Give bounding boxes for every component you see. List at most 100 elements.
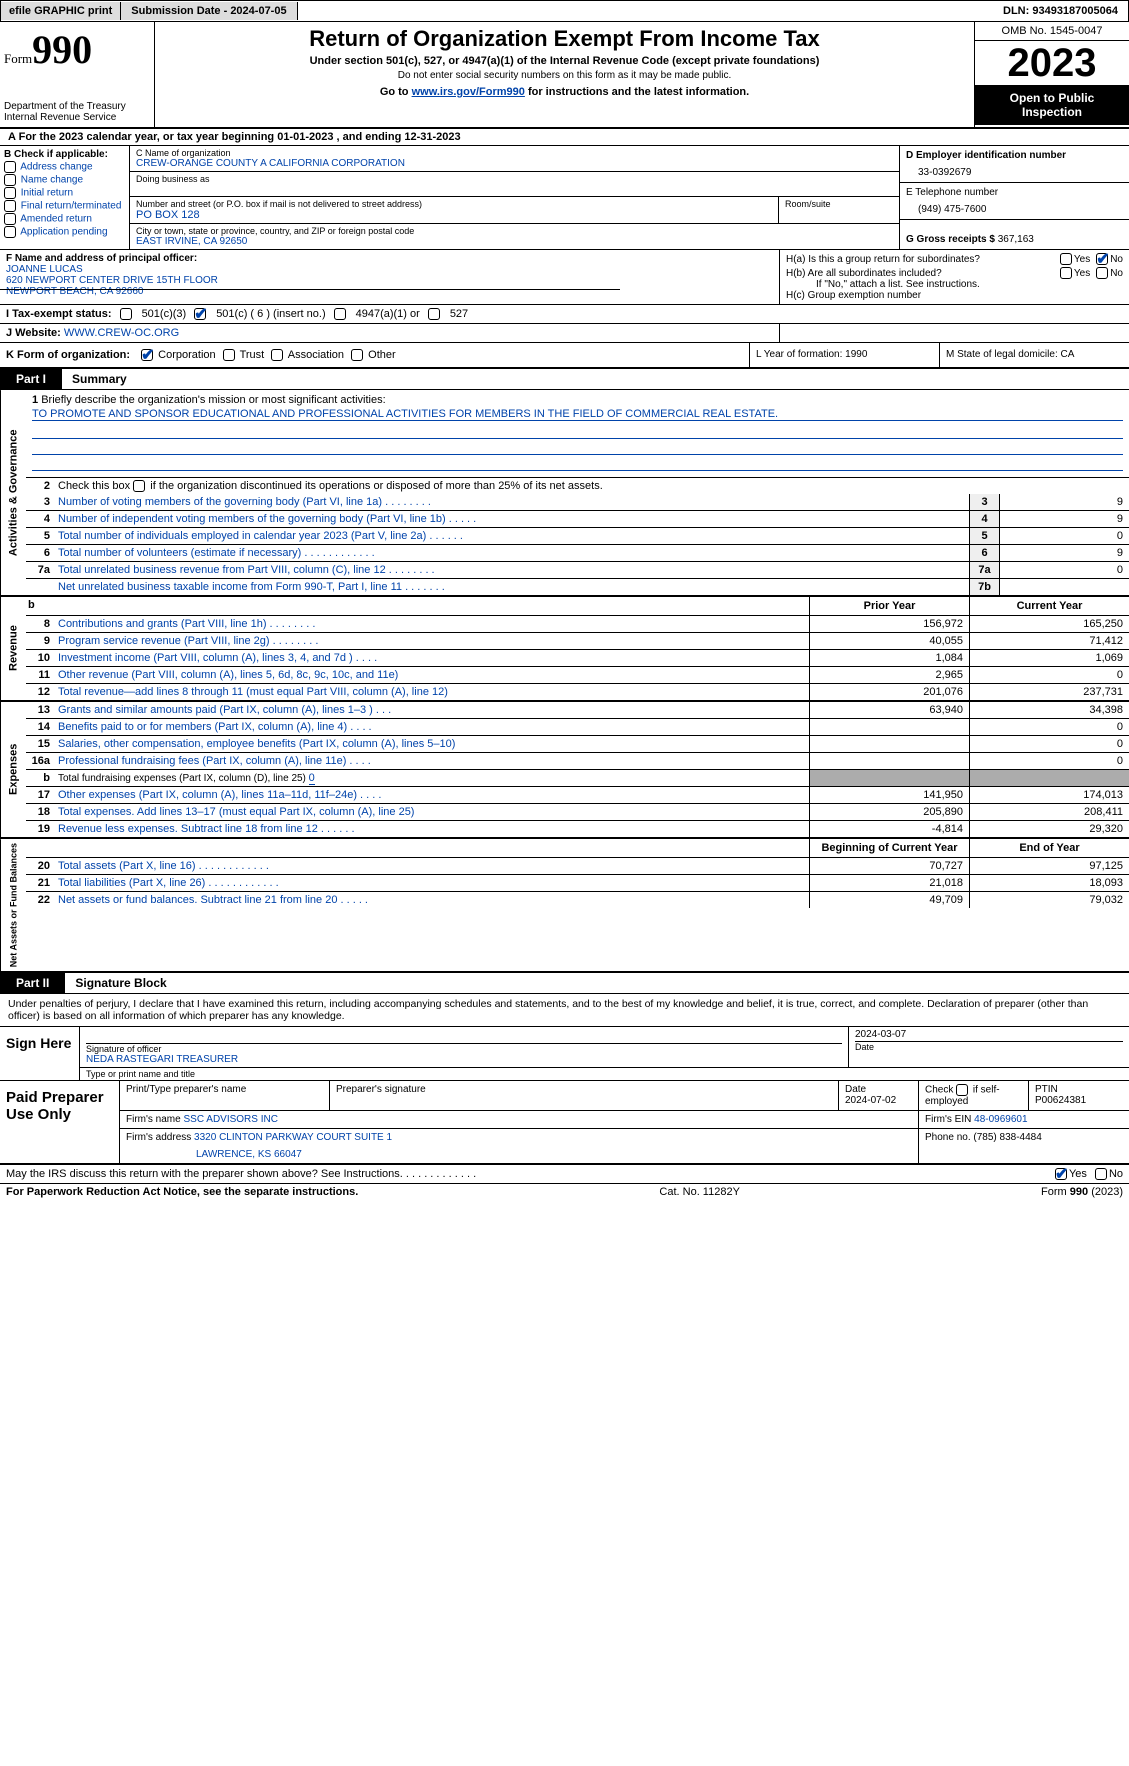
data-row: 9Program service revenue (Part VIII, lin…	[26, 633, 1129, 650]
form-org-label: K Form of organization:	[6, 349, 130, 361]
part2-tab: Part II	[0, 973, 65, 993]
website-label: J Website:	[6, 327, 61, 339]
hb-label: H(b) Are all subordinates included?	[786, 268, 1060, 279]
chk-discontinued[interactable]	[133, 480, 145, 492]
paperwork-notice: For Paperwork Reduction Act Notice, see …	[6, 1186, 358, 1198]
chk-address-change[interactable]: Address change	[4, 161, 125, 173]
form-number: 990	[32, 27, 92, 72]
info-section: B Check if applicable: Address change Na…	[0, 146, 1129, 250]
subtitle-1: Under section 501(c), 527, or 4947(a)(1)…	[161, 55, 968, 67]
discuss-row: May the IRS discuss this return with the…	[0, 1165, 1129, 1183]
part2-title: Signature Block	[65, 973, 176, 993]
prep-date-label: Date	[845, 1084, 912, 1095]
firm-ein-value: 48-0969601	[974, 1114, 1027, 1125]
state-domicile: M State of legal domicile: CA	[939, 343, 1129, 367]
gross-receipts-value: 367,163	[998, 234, 1034, 245]
chk-527[interactable]	[428, 308, 440, 320]
data-row: 21Total liabilities (Part X, line 26) . …	[26, 875, 1129, 892]
prep-phone-value: (785) 838-4484	[973, 1132, 1041, 1143]
officer-label: F Name and address of principal officer:	[6, 253, 197, 264]
part1-tab: Part I	[0, 369, 62, 389]
phone-value: (949) 475-7600	[906, 198, 1123, 215]
dba-label: Doing business as	[136, 174, 893, 184]
firm-addr2: LAWRENCE, KS 66047	[126, 1143, 912, 1160]
chk-4947[interactable]	[334, 308, 346, 320]
website-row: J Website: WWW.CREW-OC.ORG	[0, 324, 1129, 343]
chk-amended[interactable]: Amended return	[4, 213, 125, 225]
gov-line: 7aTotal unrelated business revenue from …	[26, 562, 1129, 579]
gross-receipts-label: G Gross receipts $	[906, 234, 995, 245]
year-formation: L Year of formation: 1990	[749, 343, 939, 367]
begin-year-header: Beginning of Current Year	[809, 839, 969, 857]
data-row: 14Benefits paid to or for members (Part …	[26, 719, 1129, 736]
line-16b: b Total fundraising expenses (Part IX, c…	[26, 770, 1129, 787]
side-expenses: Expenses	[0, 702, 26, 837]
chk-self-employed[interactable]	[956, 1084, 968, 1096]
gov-line: 4Number of independent voting members of…	[26, 511, 1129, 528]
end-year-header: End of Year	[969, 839, 1129, 857]
mission-answer: TO PROMOTE AND SPONSOR EDUCATIONAL AND P…	[32, 408, 1123, 421]
perjury-statement: Under penalties of perjury, I declare th…	[0, 994, 1129, 1027]
prep-phone-label: Phone no.	[925, 1132, 971, 1143]
top-bar: efile GRAPHIC print Submission Date - 20…	[0, 0, 1129, 22]
ptin-label: PTIN	[1035, 1084, 1123, 1095]
ein-value: 33-0392679	[906, 161, 1123, 178]
gov-line: 3Number of voting members of the governi…	[26, 494, 1129, 511]
cat-no: Cat. No. 11282Y	[358, 1186, 1041, 1198]
ptin-value: P00624381	[1035, 1095, 1123, 1106]
city-value: EAST IRVINE, CA 92650	[136, 236, 893, 247]
chk-other[interactable]	[351, 349, 363, 361]
gov-line: 5Total number of individuals employed in…	[26, 528, 1129, 545]
data-row: 18Total expenses. Add lines 13–17 (must …	[26, 804, 1129, 821]
side-revenue: Revenue	[0, 597, 26, 700]
discuss-yes[interactable]	[1055, 1168, 1067, 1180]
chk-final-return[interactable]: Final return/terminated	[4, 200, 125, 212]
irs-link[interactable]: www.irs.gov/Form990	[412, 86, 525, 98]
sign-date-label: Date	[855, 1042, 1123, 1052]
hb-note: If "No," attach a list. See instructions…	[786, 279, 1123, 290]
firm-addr1: 3320 CLINTON PARKWAY COURT SUITE 1	[194, 1132, 392, 1143]
part1-title: Summary	[62, 369, 137, 389]
chk-name-change[interactable]: Name change	[4, 174, 125, 186]
data-row: 15Salaries, other compensation, employee…	[26, 736, 1129, 753]
prior-year-header: Prior Year	[809, 597, 969, 615]
chk-trust[interactable]	[223, 349, 235, 361]
chk-app-pending[interactable]: Application pending	[4, 226, 125, 238]
sign-here-label: Sign Here	[0, 1027, 80, 1080]
box-b-label: B Check if applicable:	[4, 149, 125, 160]
sig-officer-label: Signature of officer	[86, 1043, 842, 1054]
prep-name-label: Print/Type preparer's name	[120, 1081, 330, 1110]
chk-501c3[interactable]	[120, 308, 132, 320]
hc-label: H(c) Group exemption number	[786, 290, 1123, 301]
paid-prep-label: Paid Preparer Use Only	[0, 1081, 120, 1163]
hb-no[interactable]	[1096, 267, 1108, 279]
firm-ein-label: Firm's EIN	[925, 1114, 971, 1125]
discuss-no[interactable]	[1095, 1168, 1107, 1180]
mission-question: 1 Briefly describe the organization's mi…	[32, 394, 1123, 406]
efile-print-button[interactable]: efile GRAPHIC print	[1, 2, 121, 20]
row-k: K Form of organization: Corporation Trus…	[0, 343, 1129, 369]
ha-no[interactable]	[1096, 253, 1108, 265]
tax-year-line: A For the 2023 calendar year, or tax yea…	[0, 129, 1129, 146]
blank-line	[32, 425, 1123, 439]
part2-header: Part II Signature Block	[0, 973, 1129, 994]
data-row: 16aProfessional fundraising fees (Part I…	[26, 753, 1129, 770]
chk-assoc[interactable]	[271, 349, 283, 361]
hb-yes[interactable]	[1060, 267, 1072, 279]
chk-corp[interactable]	[141, 349, 153, 361]
chk-501c[interactable]	[194, 308, 206, 320]
form-label: Form	[4, 51, 32, 66]
gov-line: 6Total number of volunteers (estimate if…	[26, 545, 1129, 562]
data-row: 11Other revenue (Part VIII, column (A), …	[26, 667, 1129, 684]
officer-addr1: 620 NEWPORT CENTER DRIVE 15TH FLOOR	[6, 275, 773, 286]
officer-name: JOANNE LUCAS	[6, 264, 773, 275]
phone-label: E Telephone number	[906, 187, 1123, 198]
chk-initial-return[interactable]: Initial return	[4, 187, 125, 199]
subtitle-3: Go to www.irs.gov/Form990 for instructio…	[161, 86, 968, 98]
side-netassets: Net Assets or Fund Balances	[0, 839, 26, 971]
footer: For Paperwork Reduction Act Notice, see …	[0, 1183, 1129, 1200]
subtitle-2: Do not enter social security numbers on …	[161, 70, 968, 81]
ha-yes[interactable]	[1060, 253, 1072, 265]
blank-line	[32, 457, 1123, 471]
form-header: Form990 Department of the Treasury Inter…	[0, 22, 1129, 129]
